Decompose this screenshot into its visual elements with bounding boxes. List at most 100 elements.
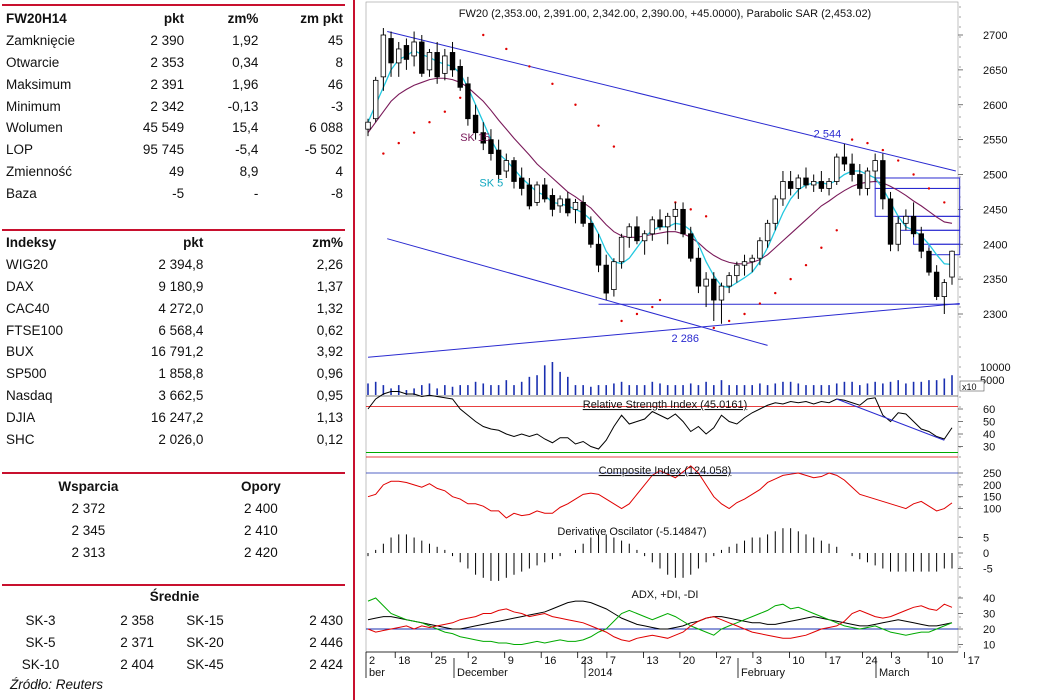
candle-body (626, 226, 632, 238)
fw-cell: 2 390 (150, 33, 185, 49)
rsi-axis-tick-label: 60 (983, 404, 995, 416)
fw-cell: 45 549 (142, 120, 185, 136)
candle-body (618, 236, 625, 263)
candle-body (657, 219, 663, 228)
candle-body (772, 198, 778, 224)
divider (2, 4, 345, 6)
candle-body (903, 215, 909, 224)
x-tick-label: 23 (581, 655, 593, 667)
composite-title: Composite Index (124.058) (599, 465, 732, 477)
indices-cell: 0,96 (316, 366, 343, 382)
fw-cell: 0,34 (232, 54, 259, 70)
volume-tick-label: 10000 (980, 362, 1011, 374)
indices-cell: 2 026,0 (158, 431, 204, 447)
candle-body (542, 184, 548, 200)
rsi-line (367, 391, 953, 450)
candle-body (810, 181, 817, 186)
sar-point (835, 229, 838, 232)
fw-row: Wolumen 45 549 15,4 6 088 (2, 117, 347, 139)
candle-body (849, 163, 855, 175)
sma5-line (367, 49, 953, 289)
indices-row: DJIA 16 247,2 1,13 (2, 406, 347, 428)
averages-cell: SK-10 (21, 656, 60, 672)
adx-axis-tick-label: 10 (983, 640, 995, 652)
fw-cell: 45 (327, 33, 343, 49)
label-trough: 2 286 (672, 333, 700, 345)
fw-cell: -5,4 (235, 142, 259, 158)
price-axis-tick-label: 2450 (983, 204, 1007, 216)
indices-row: SP500 1 858,8 0,96 (2, 363, 347, 385)
candle-body (365, 121, 371, 130)
candle-body (711, 278, 717, 301)
sar-point (927, 187, 931, 190)
candle-body (841, 156, 848, 165)
derivative-title: Derivative Oscilator (-5.14847) (557, 526, 706, 538)
adx-axis-tick-label: 20 (983, 624, 995, 636)
indices-cell: 0,95 (316, 387, 343, 403)
composite-axis-tick-label: 250 (983, 468, 1001, 480)
indices-cell: 16 247,2 (150, 409, 204, 425)
x-tick-label: 17 (968, 655, 980, 667)
sar-point (612, 145, 616, 148)
indices-cell: 1 858,8 (158, 366, 204, 382)
month-label: ber (369, 667, 385, 679)
sar-point (482, 33, 485, 37)
divider (2, 472, 345, 474)
month-label: March (879, 667, 910, 679)
indices-cell: 16 791,2 (150, 344, 204, 360)
sar-point (774, 291, 777, 295)
candle-body (465, 83, 471, 120)
indices-header-cell: zm% (312, 235, 343, 251)
fw-row: Minimum 2 342 -0,13 -3 (2, 95, 347, 117)
candle-body (795, 177, 802, 189)
averages-cell: 2 404 (120, 656, 155, 672)
volume-unit-box (959, 380, 985, 392)
indices-cell: FTSE100 (6, 322, 64, 338)
price-axis-tick-label: 2500 (983, 170, 1007, 182)
candle-body (941, 282, 948, 297)
indices-cell: 1,32 (316, 300, 343, 316)
candle-body (403, 45, 410, 60)
fw-cell: 4 (335, 163, 343, 179)
candle-body (565, 198, 571, 214)
info-panel: FW20H14 pkt zm% zm pkt Zamknięcie 2 390 1,92 45… (0, 0, 350, 700)
sar-point (412, 131, 416, 134)
fw-cell: 2 391 (150, 76, 185, 92)
indices-cell: 3 662,5 (158, 387, 204, 403)
derivative-axis-tick-label: 0 (983, 548, 989, 560)
indices-row: Nasdaq 3 662,5 0,95 (2, 385, 347, 407)
candle-body (449, 52, 456, 71)
candle-body (580, 201, 586, 224)
candle-body (641, 233, 648, 242)
fw-cell: -8 (330, 185, 343, 201)
fw-header-cell: pkt (163, 11, 185, 27)
indices-cell: BUX (6, 344, 34, 360)
price-axis-tick-label: 2550 (983, 135, 1007, 147)
candle-body (672, 208, 679, 217)
candle-body (419, 41, 425, 74)
candle-body (695, 257, 702, 287)
sar-point (758, 302, 762, 305)
indices-row: DAX 9 180,9 1,37 (2, 276, 347, 298)
fw-cell: 8 (335, 54, 343, 70)
fw-cell: -0,13 (227, 98, 259, 114)
sar-point (789, 277, 792, 281)
candle-body (396, 48, 402, 64)
composite-axis-tick-label: 150 (983, 492, 1001, 504)
fw-cell: Maksimum (6, 76, 72, 92)
candle-body (688, 233, 694, 259)
candle-body (803, 177, 809, 186)
levels-cell: 2 410 (243, 522, 278, 538)
price-axis-tick-label: 2600 (983, 100, 1007, 112)
levels-row: 2 345 2 410 (2, 520, 347, 542)
rsi-title: Relative Strength Index (45.0161) (583, 399, 748, 411)
indices-cell: 1,37 (316, 278, 343, 294)
indices-cell: WIG20 (6, 257, 49, 273)
composite-axis-tick-label: 100 (983, 504, 1001, 516)
sar-point (712, 326, 715, 330)
x-tick-label: 17 (829, 655, 841, 667)
x-tick-label: 27 (719, 655, 731, 667)
fw-row: Maksimum 2 391 1,96 46 (2, 73, 347, 95)
sar-point (820, 246, 823, 249)
adx-axis-tick-label: 40 (983, 593, 995, 605)
